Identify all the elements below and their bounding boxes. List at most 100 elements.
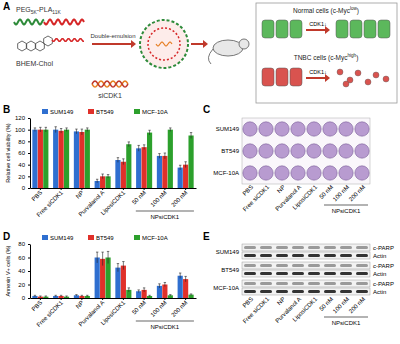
blot-band — [308, 290, 320, 293]
tick-label: PBS — [31, 189, 44, 202]
error-cap — [54, 126, 56, 127]
blot-band — [356, 282, 368, 285]
group-bracket — [136, 211, 194, 212]
legend-swatch — [134, 109, 140, 114]
rich-text: TNBC cells (c-Mychigh) — [294, 53, 359, 62]
dead-cell-fragment — [337, 69, 343, 75]
bar — [53, 296, 58, 298]
axis-line — [31, 298, 197, 299]
error-bar — [102, 252, 103, 266]
axis-line — [30, 119, 31, 189]
blot-band — [244, 290, 256, 293]
colony-assay: SUM149BT549MCF-10APBSFree siCDK1NPPurval… — [213, 118, 370, 214]
error-bar — [34, 128, 35, 132]
error-bar — [180, 165, 181, 170]
error-cap — [169, 294, 171, 295]
tick-mark — [28, 285, 30, 286]
error-bar — [191, 133, 192, 139]
blot-band — [356, 290, 368, 293]
chain — [52, 39, 84, 42]
error-cap — [190, 132, 192, 133]
error-bar — [55, 295, 56, 296]
cell — [262, 20, 274, 38]
error-cap — [107, 174, 109, 175]
tick: 200 nM — [170, 298, 188, 318]
tick: Free siCDK1 — [35, 298, 64, 328]
tick-mark — [40, 298, 41, 300]
tick-label: 0 — [22, 295, 26, 301]
tick-mark — [123, 188, 124, 190]
tick-mark — [40, 188, 41, 190]
tick-label: 200 nM — [170, 189, 188, 207]
legend-label: MCF-10A — [142, 235, 168, 241]
error-bar — [191, 294, 192, 295]
tick-label: NP — [75, 189, 85, 199]
mouse-tail — [208, 49, 213, 64]
blot-band — [356, 264, 368, 267]
blot-band — [260, 254, 272, 257]
tick-mark — [61, 298, 62, 300]
error-bar — [180, 273, 181, 278]
error-bar — [108, 175, 109, 179]
bar — [59, 131, 64, 188]
tick-mark — [81, 188, 82, 190]
rich-text: Normal cells (c-Myclow) — [293, 6, 359, 15]
tick-label: 80 — [18, 241, 25, 247]
tick-mark — [164, 188, 165, 190]
blot-strip — [242, 270, 370, 277]
cell — [364, 20, 376, 38]
text-part: ) — [356, 54, 358, 62]
ring — [27, 41, 36, 51]
error-bar — [87, 295, 88, 296]
error-cap — [148, 295, 150, 296]
error-bar — [144, 288, 145, 292]
well — [243, 122, 257, 136]
error-bar — [97, 179, 98, 183]
arrow-shaft — [92, 43, 132, 45]
schematic: PEG5K-PLA11KBHEM-CholsiCDK1Double-emulsi… — [14, 3, 397, 103]
error-bar — [159, 284, 160, 288]
tick: LiposiCDK1 — [100, 188, 127, 216]
tick: 50 nM — [131, 188, 147, 206]
cell-line-label: BT549 — [221, 267, 239, 273]
arrow-head — [131, 40, 136, 48]
bar — [74, 131, 79, 188]
cell — [378, 20, 390, 38]
tick-mark — [28, 141, 30, 142]
tick-label: 0 — [22, 185, 26, 191]
bar — [79, 296, 84, 298]
nanoparticle — [140, 20, 188, 68]
legend-label: MCF-10A — [142, 109, 168, 115]
error-cap — [75, 294, 77, 295]
tick-mark — [123, 298, 124, 300]
cell-line-label: MCF-10A — [213, 285, 239, 291]
error-bar — [34, 295, 35, 296]
error-cap — [65, 127, 67, 128]
error-cap — [45, 127, 47, 128]
cell — [262, 68, 274, 86]
tick-label: 100 nM — [149, 189, 167, 207]
error-bar — [102, 174, 103, 179]
band-label: Actin — [373, 289, 386, 295]
well — [323, 144, 337, 158]
tick-mark — [28, 153, 30, 154]
error-bar — [117, 158, 118, 163]
bar — [32, 130, 37, 188]
blot-band — [276, 290, 288, 293]
error-cap — [117, 263, 119, 264]
legend-swatch — [134, 235, 140, 240]
bar — [85, 130, 90, 188]
column-label: 100 nM — [332, 296, 350, 314]
text-part: -PLA — [37, 6, 53, 13]
tick-label: Free siCDK1 — [35, 189, 64, 218]
error-cap — [122, 158, 124, 159]
error-bar — [76, 295, 77, 296]
blot-band — [260, 246, 272, 249]
tick: 100 — [15, 127, 30, 133]
column-label: Free siCDK1 — [242, 295, 271, 324]
tick: PBS — [31, 188, 44, 202]
well — [323, 166, 337, 180]
blot-band — [324, 290, 336, 293]
error-cap — [169, 127, 171, 128]
bar-chart: 020406080PBSFree siCDK1NPPurvalanol ALip… — [5, 235, 197, 330]
